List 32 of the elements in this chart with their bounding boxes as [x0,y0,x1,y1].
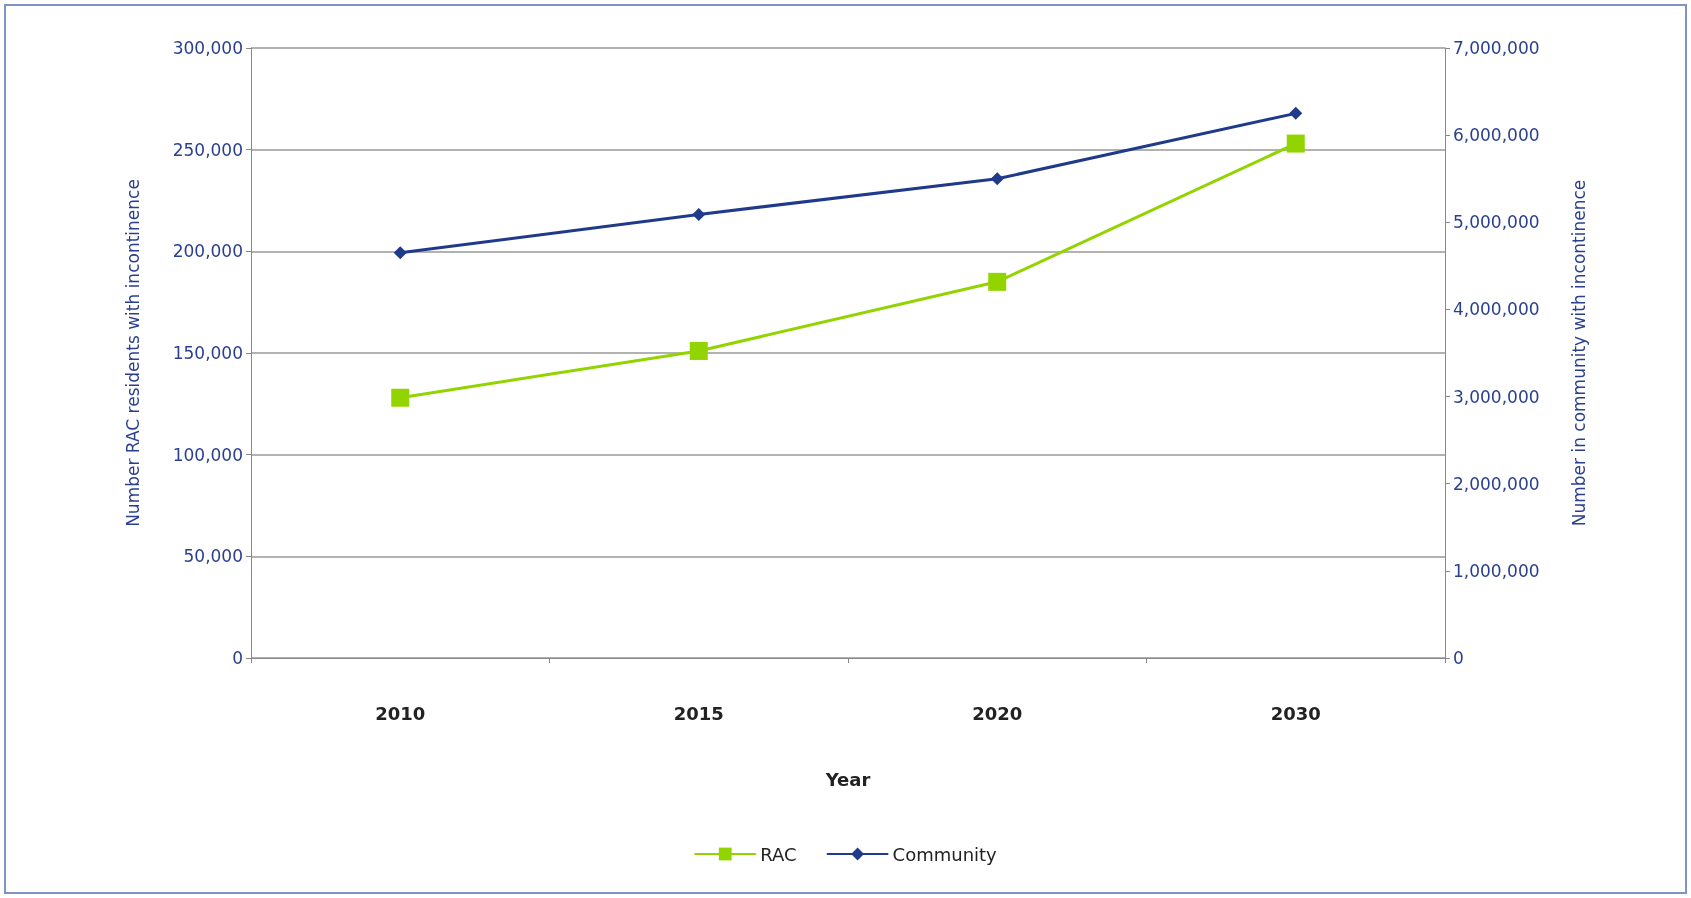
x-tick-label: 2020 [972,702,1023,724]
y-tick-label: 150,000 [172,343,243,363]
y-tick-label: 300,000 [172,38,243,58]
point [692,207,706,221]
point [689,341,708,360]
y2-tick-label: 3,000,000 [1453,386,1540,407]
y2-tick-label: 2,000,000 [1453,473,1540,494]
y2-tick-label: 7,000,000 [1453,38,1540,58]
x-tick-label: 2015 [673,702,724,724]
y2-axis-title: Number in community with incontinence [1568,179,1589,527]
point [990,172,1004,186]
point [1289,106,1303,120]
y-tick-label: 50,000 [183,546,243,567]
legend-label: RAC [760,843,797,865]
y-axis-title: Number RAC residents with incontinence [122,179,143,527]
legend-label: Community [892,843,998,865]
point [1286,134,1305,153]
x-tick-label: 2030 [1270,702,1321,724]
y-tick-label: 200,000 [172,241,243,262]
y2-tick-label: 6,000,000 [1453,125,1540,146]
x-axis-title: Year [824,768,871,790]
point [988,272,1007,291]
x-tick-label: 2010 [375,702,426,724]
y-tick-label: 100,000 [172,444,243,465]
point [393,246,407,260]
y2-tick-label: 4,000,000 [1453,299,1540,320]
y2-tick-label: 5,000,000 [1453,212,1540,233]
y-tick-label: 0 [232,648,243,668]
y2-tick-label: 1,000,000 [1453,560,1540,581]
point [391,388,410,407]
y2-tick-label: 0 [1453,648,1464,668]
y-tick-label: 250,000 [172,139,243,160]
